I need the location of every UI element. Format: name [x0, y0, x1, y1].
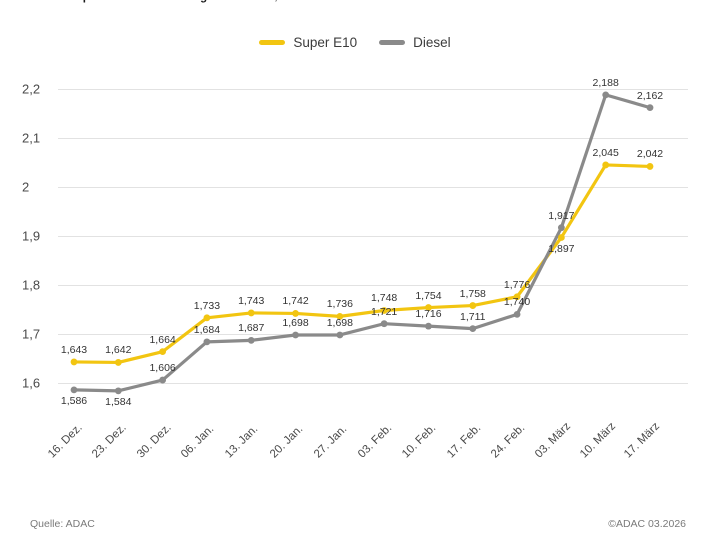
y-axis-tick-label: 1,9 [22, 228, 41, 244]
data-point-marker[interactable] [114, 359, 122, 366]
data-point-marker[interactable] [70, 386, 78, 394]
data-point-label: 1,698 [326, 316, 353, 329]
y-axis-tick-label: 2,2 [22, 81, 41, 97]
data-point-marker[interactable] [469, 325, 477, 333]
data-point-label: 1,721 [371, 305, 398, 318]
gridline [58, 187, 688, 188]
data-point-label: 1,758 [459, 287, 486, 300]
gridline [58, 383, 688, 384]
data-point-label: 1,586 [60, 394, 88, 407]
x-axis-tick-label: 20. Jan. [267, 423, 305, 461]
copyright-note: ©ADAC 03.2026 [608, 518, 686, 530]
x-axis-tick-label: 24. Feb. [489, 422, 528, 461]
data-point-label: 1,740 [503, 296, 531, 309]
data-point-marker[interactable] [602, 91, 610, 99]
x-axis-tick-label: 17. Feb. [444, 422, 484, 461]
data-point-marker[interactable] [159, 348, 167, 356]
data-point-label: 2,162 [636, 89, 664, 102]
x-axis-tick-label: 17. März [622, 420, 663, 461]
x-axis-tick-label: 03. Feb. [356, 422, 395, 461]
data-point-label: 1,754 [415, 289, 442, 302]
x-axis-tick-label: 10. März [577, 420, 618, 461]
chart-title-sub: in Euro, 2026 [234, 0, 307, 3]
gridline [58, 138, 688, 139]
page-title: Kraftstoffpreise im Wochenvergleich in E… [30, 0, 307, 3]
x-axis-tick-label: 10. Feb. [400, 422, 439, 461]
data-point-marker[interactable] [247, 336, 255, 344]
data-point-marker[interactable] [646, 104, 654, 112]
data-point-marker[interactable] [380, 320, 388, 328]
data-point-label: 1,736 [326, 298, 353, 311]
data-point-label: 1,776 [503, 278, 531, 291]
data-point-label: 1,606 [149, 362, 176, 375]
data-point-label: 1,716 [415, 308, 442, 321]
data-point-label: 1,743 [238, 294, 265, 307]
data-point-label: 1,643 [60, 343, 88, 356]
legend-label: Super E10 [293, 35, 358, 50]
data-point-label: 1,698 [282, 316, 309, 329]
y-axis-tick-label: 2 [22, 179, 30, 195]
gridline [58, 89, 688, 90]
x-axis-tick-label: 03. März [533, 420, 574, 461]
data-point-marker[interactable] [70, 358, 78, 366]
data-point-label: 1,584 [105, 395, 132, 408]
y-axis-tick-label: 2,1 [22, 130, 41, 146]
data-point-label: 2,045 [592, 146, 619, 159]
data-point-label: 1,642 [105, 344, 132, 357]
y-axis-tick-label: 1,7 [22, 326, 41, 342]
data-point-label: 1,917 [548, 209, 575, 222]
data-point-marker[interactable] [602, 161, 610, 169]
data-point-marker[interactable] [646, 163, 654, 170]
data-point-label: 1,687 [238, 322, 265, 335]
data-point-marker[interactable] [203, 338, 211, 346]
legend-swatch-icon [379, 40, 406, 46]
legend-swatch-icon [259, 40, 286, 46]
legend-item-super-e10[interactable]: Super E10 [259, 36, 357, 50]
x-axis-tick-label: 06. Jan. [178, 423, 217, 461]
x-axis-tick-label: 27. Jan. [311, 423, 350, 461]
data-point-marker[interactable] [292, 310, 299, 317]
data-point-label: 2,042 [636, 148, 664, 161]
x-axis-tick-label: 13. Jan. [223, 423, 261, 461]
data-point-marker[interactable] [557, 224, 565, 232]
chart-title-main: Kraftstoffpreise im Wochenvergleich [30, 0, 234, 3]
x-axis-tick-label: 16. Dez. [46, 421, 85, 461]
x-axis-tick-label: 30. Dez. [134, 421, 174, 461]
y-axis-tick-label: 1,8 [22, 277, 41, 293]
y-axis-tick-label: 1,6 [22, 375, 41, 391]
data-point-marker[interactable] [114, 387, 122, 395]
x-axis-tick-label: 23. Dez. [90, 421, 130, 461]
data-point-marker[interactable] [469, 302, 477, 309]
data-point-marker[interactable] [247, 309, 255, 317]
data-point-marker[interactable] [425, 322, 432, 330]
data-point-label: 2,188 [592, 76, 619, 89]
source-note: Quelle: ADAC [30, 518, 95, 530]
chart-legend: Super E10 Diesel [0, 36, 710, 50]
data-point-label: 1,664 [149, 333, 176, 346]
gridline [58, 236, 688, 237]
data-point-marker[interactable] [513, 311, 521, 318]
data-point-marker[interactable] [203, 314, 211, 322]
data-point-label: 1,897 [548, 243, 575, 256]
data-point-label: 1,742 [282, 295, 309, 308]
legend-label: Diesel [413, 35, 451, 50]
legend-item-diesel[interactable]: Diesel [379, 36, 451, 50]
data-point-label: 1,748 [371, 292, 398, 305]
data-point-label: 1,684 [193, 323, 221, 336]
gridline [58, 285, 688, 286]
data-point-label: 1,733 [193, 299, 221, 312]
data-point-label: 1,711 [460, 310, 486, 323]
